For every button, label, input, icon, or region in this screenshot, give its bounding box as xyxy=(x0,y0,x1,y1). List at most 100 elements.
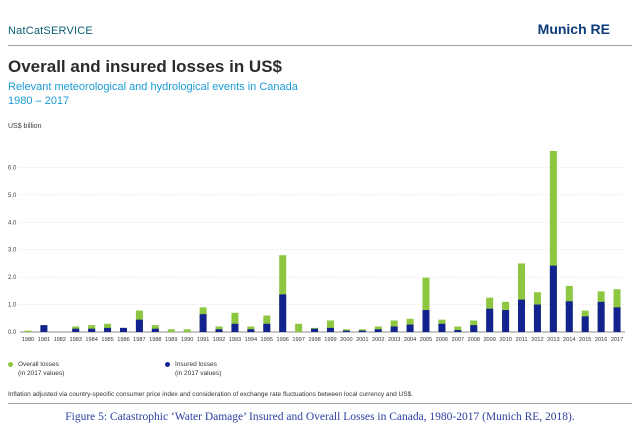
bar-chart: 0.0 1.0 2.0 3.0 4.0 5.0 6.0 1980 1981 1982 1983 198… xyxy=(8,150,625,343)
legend-overall-swatch xyxy=(8,362,13,367)
y-tick-label: 2.0 xyxy=(8,275,17,281)
x-tick-label: 2008 xyxy=(468,337,480,343)
insured-loss-bar xyxy=(470,325,478,332)
x-tick-label: 1988 xyxy=(149,337,161,343)
y-tick-label: 6.0 xyxy=(8,165,17,171)
insured-loss-bar xyxy=(374,329,382,332)
y-tick-label: 4.0 xyxy=(8,220,17,226)
legend-overall-note: (in 2017 values) xyxy=(18,370,65,377)
x-tick-label: 2005 xyxy=(420,337,432,343)
x-tick-label: 1985 xyxy=(101,337,113,343)
x-tick-label: 1999 xyxy=(324,337,336,343)
y-tick-label: 5.0 xyxy=(8,193,17,199)
insured-loss-bar xyxy=(549,265,557,332)
chart-title: Overall and insured losses in US$ xyxy=(8,57,282,76)
insured-loss-bar xyxy=(72,328,80,332)
insured-loss-bar xyxy=(613,307,621,332)
x-tick-label: 2003 xyxy=(388,337,400,343)
x-tick-label: 1984 xyxy=(85,337,97,343)
legend-insured-swatch xyxy=(165,362,170,367)
legend-overall-label: Overall losses xyxy=(18,361,59,368)
munich-re-logo: Munich RE xyxy=(537,21,610,37)
insured-loss-bar xyxy=(486,308,494,332)
overall-loss-bar xyxy=(151,325,159,332)
footer-divider xyxy=(8,403,632,404)
header-bar: NatCatSERVICE Munich RE xyxy=(0,0,640,50)
insured-loss-bar xyxy=(311,328,319,332)
x-tick-label: 1983 xyxy=(69,337,81,343)
insured-loss-bar xyxy=(390,326,398,332)
insured-loss-bar xyxy=(135,319,143,332)
overall-loss-bar xyxy=(167,329,175,332)
x-tick-label: 2009 xyxy=(483,337,495,343)
x-tick-label: 1995 xyxy=(261,337,273,343)
x-tick-label: 2016 xyxy=(595,337,607,343)
x-tick-label: 2017 xyxy=(611,337,623,343)
insured-loss-bar xyxy=(279,294,287,332)
overall-loss-bar xyxy=(24,330,32,332)
x-tick-label: 1980 xyxy=(22,337,34,343)
header-divider xyxy=(8,45,632,46)
insured-loss-bar xyxy=(119,327,127,332)
x-tick-label: 2001 xyxy=(356,337,368,343)
overall-loss-bar xyxy=(231,312,239,332)
insured-loss-bar xyxy=(104,327,112,332)
x-tick-label: 2000 xyxy=(340,337,352,343)
insured-loss-bar xyxy=(88,328,96,332)
x-tick-label: 1996 xyxy=(276,337,288,343)
overall-loss-bar xyxy=(295,323,303,332)
x-tick-label: 1994 xyxy=(245,337,257,343)
x-tick-label: 1981 xyxy=(38,337,50,343)
overall-loss-bar xyxy=(279,255,287,332)
x-tick-label: 2013 xyxy=(547,337,559,343)
x-tick-label: 2010 xyxy=(499,337,511,343)
insured-loss-bar xyxy=(565,301,573,332)
legend-insured-label: Insured losses xyxy=(175,361,217,368)
x-tick-label: 1982 xyxy=(54,337,66,343)
insured-loss-bar xyxy=(597,301,605,332)
insured-loss-bar xyxy=(533,304,541,332)
overall-loss-bar xyxy=(422,277,430,332)
insured-loss-bar xyxy=(406,324,414,332)
overall-loss-bar xyxy=(326,320,334,332)
x-tick-label: 2007 xyxy=(452,337,464,343)
overall-loss-bar xyxy=(88,325,96,332)
x-tick-label: 2004 xyxy=(404,337,416,343)
x-tick-label: 2012 xyxy=(531,337,543,343)
insured-loss-bar xyxy=(454,330,462,332)
chart-subtitle: Relevant meteorological and hydrological… xyxy=(8,81,298,107)
overall-loss-bar xyxy=(549,150,557,332)
insured-loss-bar xyxy=(326,327,334,332)
x-tick-label: 1993 xyxy=(229,337,241,343)
y-tick-label: 3.0 xyxy=(8,248,17,254)
insured-loss-bar xyxy=(215,329,223,332)
insured-loss-bar xyxy=(502,310,510,332)
x-tick-label: 1992 xyxy=(213,337,225,343)
insured-loss-bar xyxy=(247,329,255,332)
x-tick-label: 1991 xyxy=(197,337,209,343)
x-tick-label: 2014 xyxy=(563,337,575,343)
insured-loss-bar xyxy=(581,316,589,332)
x-tick-label: 2002 xyxy=(372,337,384,343)
insured-loss-bar xyxy=(358,330,366,332)
insured-loss-bar xyxy=(342,330,350,332)
x-tick-label: 2006 xyxy=(436,337,448,343)
insured-loss-bar xyxy=(199,314,207,332)
insured-loss-bar xyxy=(422,310,430,332)
overall-loss-bar xyxy=(518,263,526,332)
insured-loss-bar xyxy=(263,323,271,332)
y-tick-label: 1.0 xyxy=(8,303,17,309)
overall-loss-bar xyxy=(454,326,462,332)
x-tick-label: 1997 xyxy=(292,337,304,343)
insured-loss-bar xyxy=(438,323,446,332)
x-tick-label: 1986 xyxy=(117,337,129,343)
x-tick-label: 1989 xyxy=(165,337,177,343)
overall-loss-bar xyxy=(183,329,191,332)
x-tick-label: 1990 xyxy=(181,337,193,343)
x-tick-label: 2015 xyxy=(579,337,591,343)
footnote: Inflation adjusted via country-specific … xyxy=(8,391,414,398)
x-tick-label: 2011 xyxy=(515,337,527,343)
insured-loss-bar xyxy=(151,328,159,332)
x-tick-label: 1987 xyxy=(133,337,145,343)
overall-loss-bar xyxy=(390,320,398,332)
